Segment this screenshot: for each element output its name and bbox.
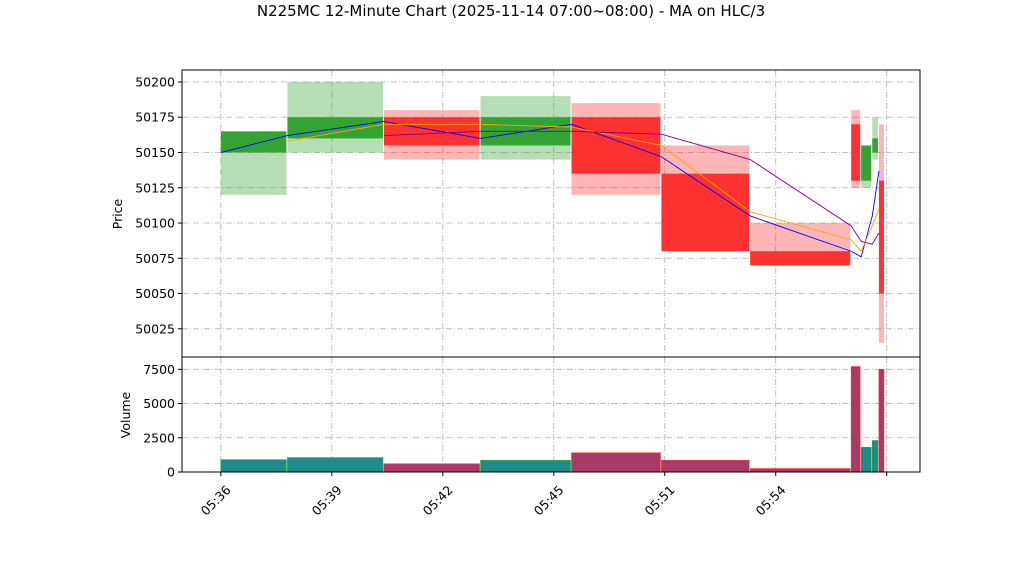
volume-bar: [871, 440, 879, 473]
volume-tick-label: 0: [167, 465, 175, 480]
candle-body: [861, 145, 872, 181]
candle-body: [661, 173, 750, 252]
volume-bar: [220, 459, 287, 473]
x-tick-label: 05:39: [309, 482, 345, 518]
candle-body: [287, 117, 383, 139]
y-tick-label: 50150: [135, 145, 175, 160]
candle-body: [872, 138, 878, 153]
candle-wick: [872, 117, 878, 160]
chart-title: N225MC 12-Minute Chart (2025-11-14 07:00…: [257, 2, 765, 20]
y-tick-label: 50100: [135, 216, 175, 231]
y-tick-label: 50025: [135, 321, 175, 336]
y-tick-label: 50050: [135, 286, 175, 301]
x-tick-label: 05:36: [198, 482, 234, 518]
y-tick-label: 50200: [135, 74, 175, 89]
y-axis-label: Price: [110, 198, 125, 229]
candle-body: [220, 131, 287, 153]
volume-bar: [661, 460, 750, 473]
y-tick-label: 50075: [135, 251, 175, 266]
candle-body: [750, 251, 851, 266]
volume-bar: [571, 452, 661, 473]
volume-bar: [749, 468, 851, 473]
ma-line: [287, 123, 880, 253]
x-tick-label: 05:45: [531, 482, 567, 518]
x-tick-label: 05:42: [420, 482, 456, 518]
candle-body: [851, 124, 861, 181]
x-tick-label: 05:51: [642, 482, 678, 518]
volume-tick-label: 5000: [143, 396, 175, 411]
volume-bar: [383, 463, 480, 473]
volume-bar: [850, 366, 861, 473]
volume-bar: [287, 457, 384, 473]
y-tick-label: 50125: [135, 180, 175, 195]
ma-line: [383, 130, 880, 245]
volume-axis-label: Volume: [118, 391, 133, 438]
volume-bar: [860, 447, 872, 473]
candle-body: [383, 117, 480, 146]
y-tick-label: 50175: [135, 110, 175, 125]
candle-body: [878, 180, 884, 294]
volume-tick-label: 7500: [143, 362, 175, 377]
candle-body: [571, 117, 661, 174]
volume-bar: [480, 460, 571, 473]
volume-tick-label: 2500: [143, 430, 175, 445]
volume-frame: [181, 356, 921, 473]
volume-bar: [878, 369, 885, 473]
x-tick-label: 05:54: [753, 482, 789, 518]
